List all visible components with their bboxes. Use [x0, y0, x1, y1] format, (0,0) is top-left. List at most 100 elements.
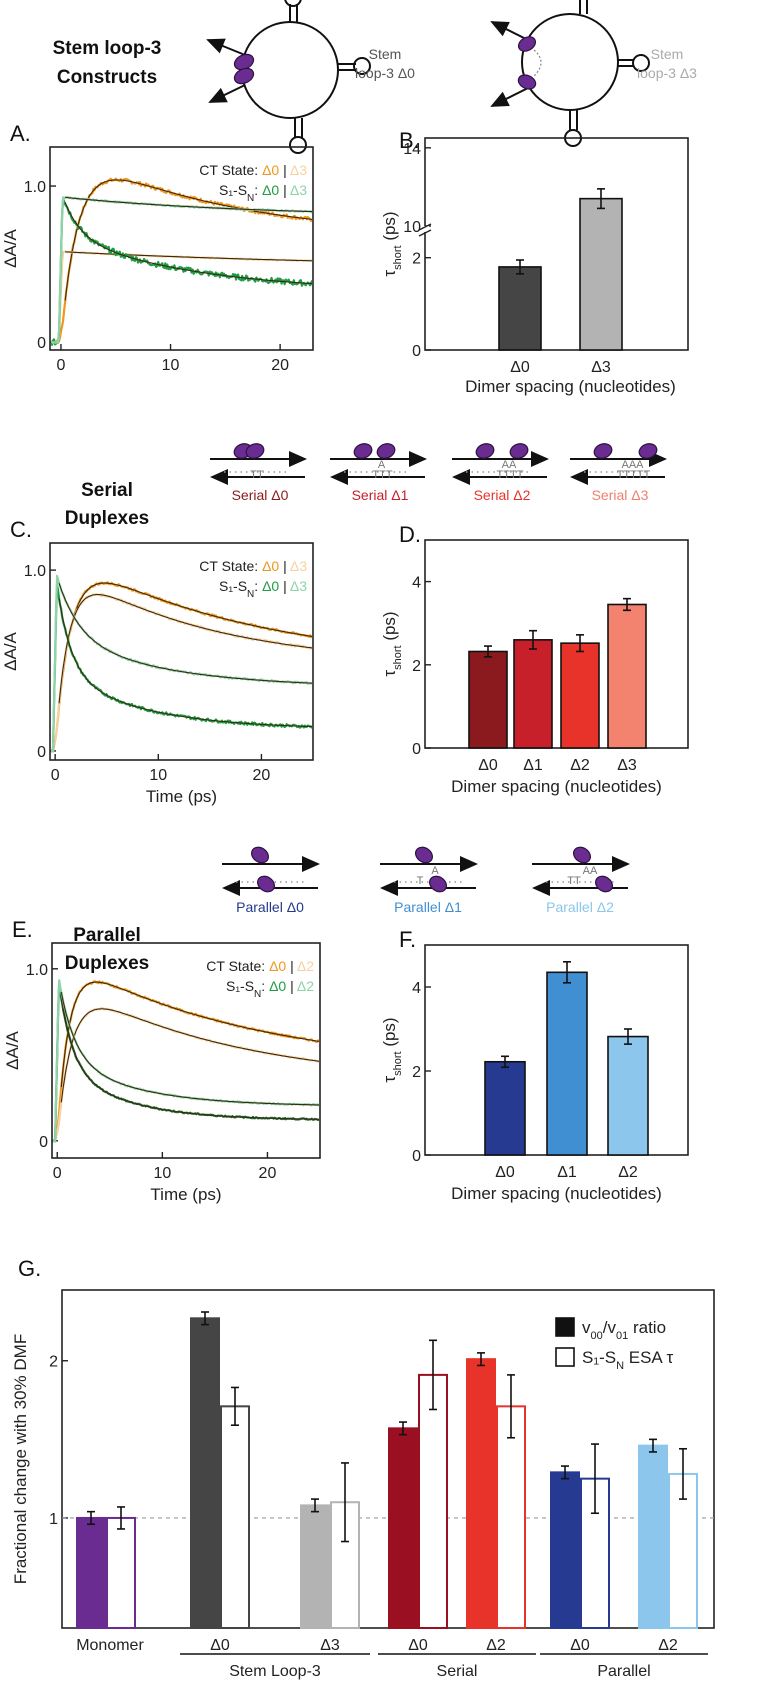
y-tick-label-0: 0 [37, 335, 46, 352]
bar-0-ratio [76, 1516, 106, 1629]
stem-label-d3-line1: Stem [651, 46, 684, 62]
bar-4-esa [496, 1405, 526, 1629]
stem-label-d0-line1: Stem [369, 46, 402, 62]
serial-top-bases-1: A [378, 459, 386, 471]
y-axis-label: τshort (ps) [380, 611, 404, 676]
plot-frame [49, 146, 314, 351]
plot-area [53, 979, 319, 1143]
y-axis-label: ΔA/A [3, 1030, 22, 1069]
y-tick-label-2: 4 [412, 980, 421, 997]
x-axis-label: Dimer spacing (nucleotides) [451, 777, 662, 796]
series-0-fit-line [64, 179, 312, 301]
y-tick-label-2: 10 [403, 219, 421, 236]
legend-filled-swatch [555, 1317, 575, 1337]
bar-1 [546, 971, 588, 1156]
bar-4-ratio [466, 1358, 496, 1630]
category-label-3: Δ0 [408, 1637, 428, 1654]
stem-loop-row: Stem loop-3 Constructs Stem loop-3 Δ0 [53, 0, 697, 154]
parallel-bottom-bases-2: TT [567, 875, 581, 887]
panel-letter-g: G. [18, 1256, 41, 1281]
series-1-line [53, 1007, 319, 1143]
serial-bottom-bases-3: TTTTT [617, 469, 651, 481]
bar-2 [607, 1035, 649, 1156]
parallel-row-title-line1: Parallel [73, 925, 141, 946]
serial-label-3: Serial Δ3 [592, 487, 649, 503]
y-tick-label-0: 0 [37, 744, 46, 761]
serial-diagram-0-icon: TT Serial Δ0 [210, 443, 307, 503]
serial-label-0: Serial Δ0 [232, 487, 289, 503]
x-tick-label-0: 0 [57, 357, 66, 374]
panel-letter-c: C. [10, 517, 32, 542]
series-0-fit-line [60, 981, 319, 1087]
bar-5-ratio [550, 1471, 580, 1629]
serial-row-title-line1: Serial [81, 480, 133, 501]
bar-1 [579, 197, 623, 351]
y-tick-label-1: 1.0 [26, 962, 48, 979]
series-1-line [51, 250, 312, 344]
category-label-0: Δ0 [510, 359, 530, 376]
y-tick-label-1: 1.0 [24, 563, 46, 580]
category-label-0: Monomer [76, 1637, 144, 1654]
series-1-fit-line [65, 251, 312, 262]
plot-frame [49, 542, 314, 761]
y-axis-label: Fractional change with 30% DMF [11, 1334, 30, 1584]
group-label-1: Serial [437, 1663, 478, 1680]
x-tick-label-2: 20 [259, 1165, 277, 1182]
axis-break-gap [421, 226, 429, 232]
category-label-1: Δ3 [591, 359, 611, 376]
series-3-fit-line [60, 991, 319, 1106]
plot-frame [51, 942, 321, 1159]
series-2-fit-line [64, 202, 312, 285]
legend-ct-state: CT State: Δ0 | Δ2 [206, 958, 314, 974]
x-axis-label: Time (ps) [150, 1185, 221, 1204]
legend-esa-label: S₁-SN ESA τ [582, 1348, 674, 1372]
panel-letter-d: D. [399, 522, 421, 547]
stem-loop-d3-diagram-icon [490, 0, 650, 147]
legend-s1sn: S₁-SN: Δ0 | Δ3 [219, 182, 307, 204]
parallel-diagram-1-icon: AT Parallel Δ1 [380, 846, 478, 915]
serial-top-bases-2: AA [502, 459, 517, 471]
category-label-3: Δ3 [617, 757, 637, 774]
parallel-label-1: Parallel Δ1 [394, 899, 462, 915]
x-axis-label: Dimer spacing (nucleotides) [465, 377, 676, 396]
bar-1-ratio [190, 1317, 220, 1630]
category-label-2: Δ2 [618, 1164, 638, 1181]
series-2-fit-line [58, 598, 312, 728]
y-axis-label: ΔA/A [1, 631, 20, 670]
group-label-2: Parallel [597, 1663, 650, 1680]
y-axis-label: τshort (ps) [380, 1017, 404, 1082]
y-tick-label-1: 2 [412, 1064, 421, 1081]
bar-0-esa [106, 1516, 136, 1629]
series-3-fit-line [65, 196, 312, 213]
panel-c-kinetics: C. 0 10 20 0 1.0 ΔA/A Time (ps) CT State: Δ0 | Δ… [1, 517, 314, 806]
category-label-6: Δ2 [658, 1637, 678, 1654]
bar-3-ratio [388, 1427, 418, 1630]
parallel-top-bases-1: A [431, 865, 439, 877]
legend-ct-state: CT State: Δ0 | Δ3 [199, 162, 307, 178]
panel-e-kinetics: E. 0 10 20 0 1.0 ΔA/A Time (ps) CT State: Δ0 | Δ… [3, 917, 321, 1204]
series-2-line [53, 982, 319, 1143]
y-axis-label: τshort (ps) [380, 211, 404, 276]
category-label-2: Δ2 [570, 757, 590, 774]
y-tick-label-1: 2 [412, 658, 421, 675]
stem-loop-d0-diagram-icon [206, 0, 371, 154]
serial-bottom-bases-0: TT [250, 469, 264, 481]
plot-frame [424, 137, 689, 351]
category-label-4: Δ2 [486, 1637, 506, 1654]
serial-top-bases-3: AAA [621, 459, 644, 471]
panel-letter-b: B. [399, 128, 420, 153]
parallel-duplex-row: Parallel Duplexes Parallel Δ0ATParallel … [65, 846, 630, 974]
axis-break-mark [418, 223, 432, 231]
bar-0 [468, 650, 508, 749]
bar-2 [560, 642, 600, 749]
legend-s1sn: S₁-SN: Δ0 | Δ3 [219, 578, 307, 600]
stem-row-title-line1: Stem loop-3 [53, 38, 162, 59]
stem-row-title-line2: Constructs [57, 67, 157, 88]
x-tick-label-0: 0 [53, 1165, 62, 1182]
series-1-line [51, 592, 312, 753]
x-tick-label-0: 0 [51, 767, 60, 784]
